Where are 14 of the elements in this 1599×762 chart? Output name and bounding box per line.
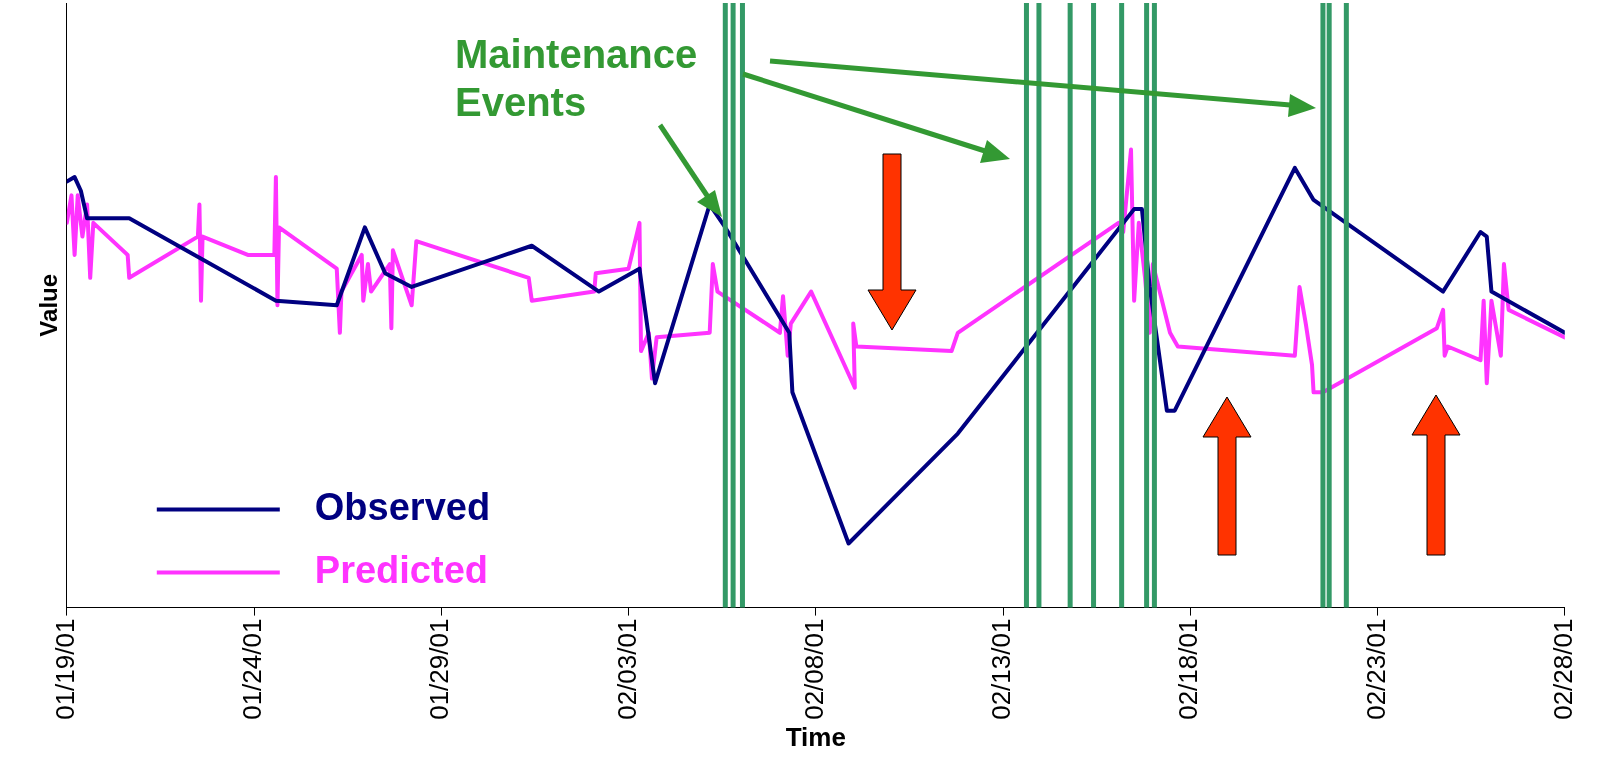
x-tick-label: 02/28/01 <box>1547 618 1578 720</box>
x-tick-label: 01/19/01 <box>49 618 80 720</box>
x-tick-label: 02/08/01 <box>798 618 829 720</box>
x-tick-label: 01/24/01 <box>237 618 268 720</box>
x-tick-label: 02/18/01 <box>1173 618 1204 720</box>
x-tick-label: 01/29/01 <box>424 618 455 720</box>
x-tick-label: 02/03/01 <box>611 618 642 720</box>
legend-label: Predicted <box>314 549 488 592</box>
x-tick-label: 02/23/01 <box>1360 618 1391 720</box>
legend-label: Observed <box>314 486 491 529</box>
y-axis-title: Value <box>35 273 63 337</box>
x-axis-title: Time <box>785 721 846 752</box>
text: Maintenance Events <box>455 31 699 126</box>
x-tick-label: 02/13/01 <box>986 618 1017 720</box>
